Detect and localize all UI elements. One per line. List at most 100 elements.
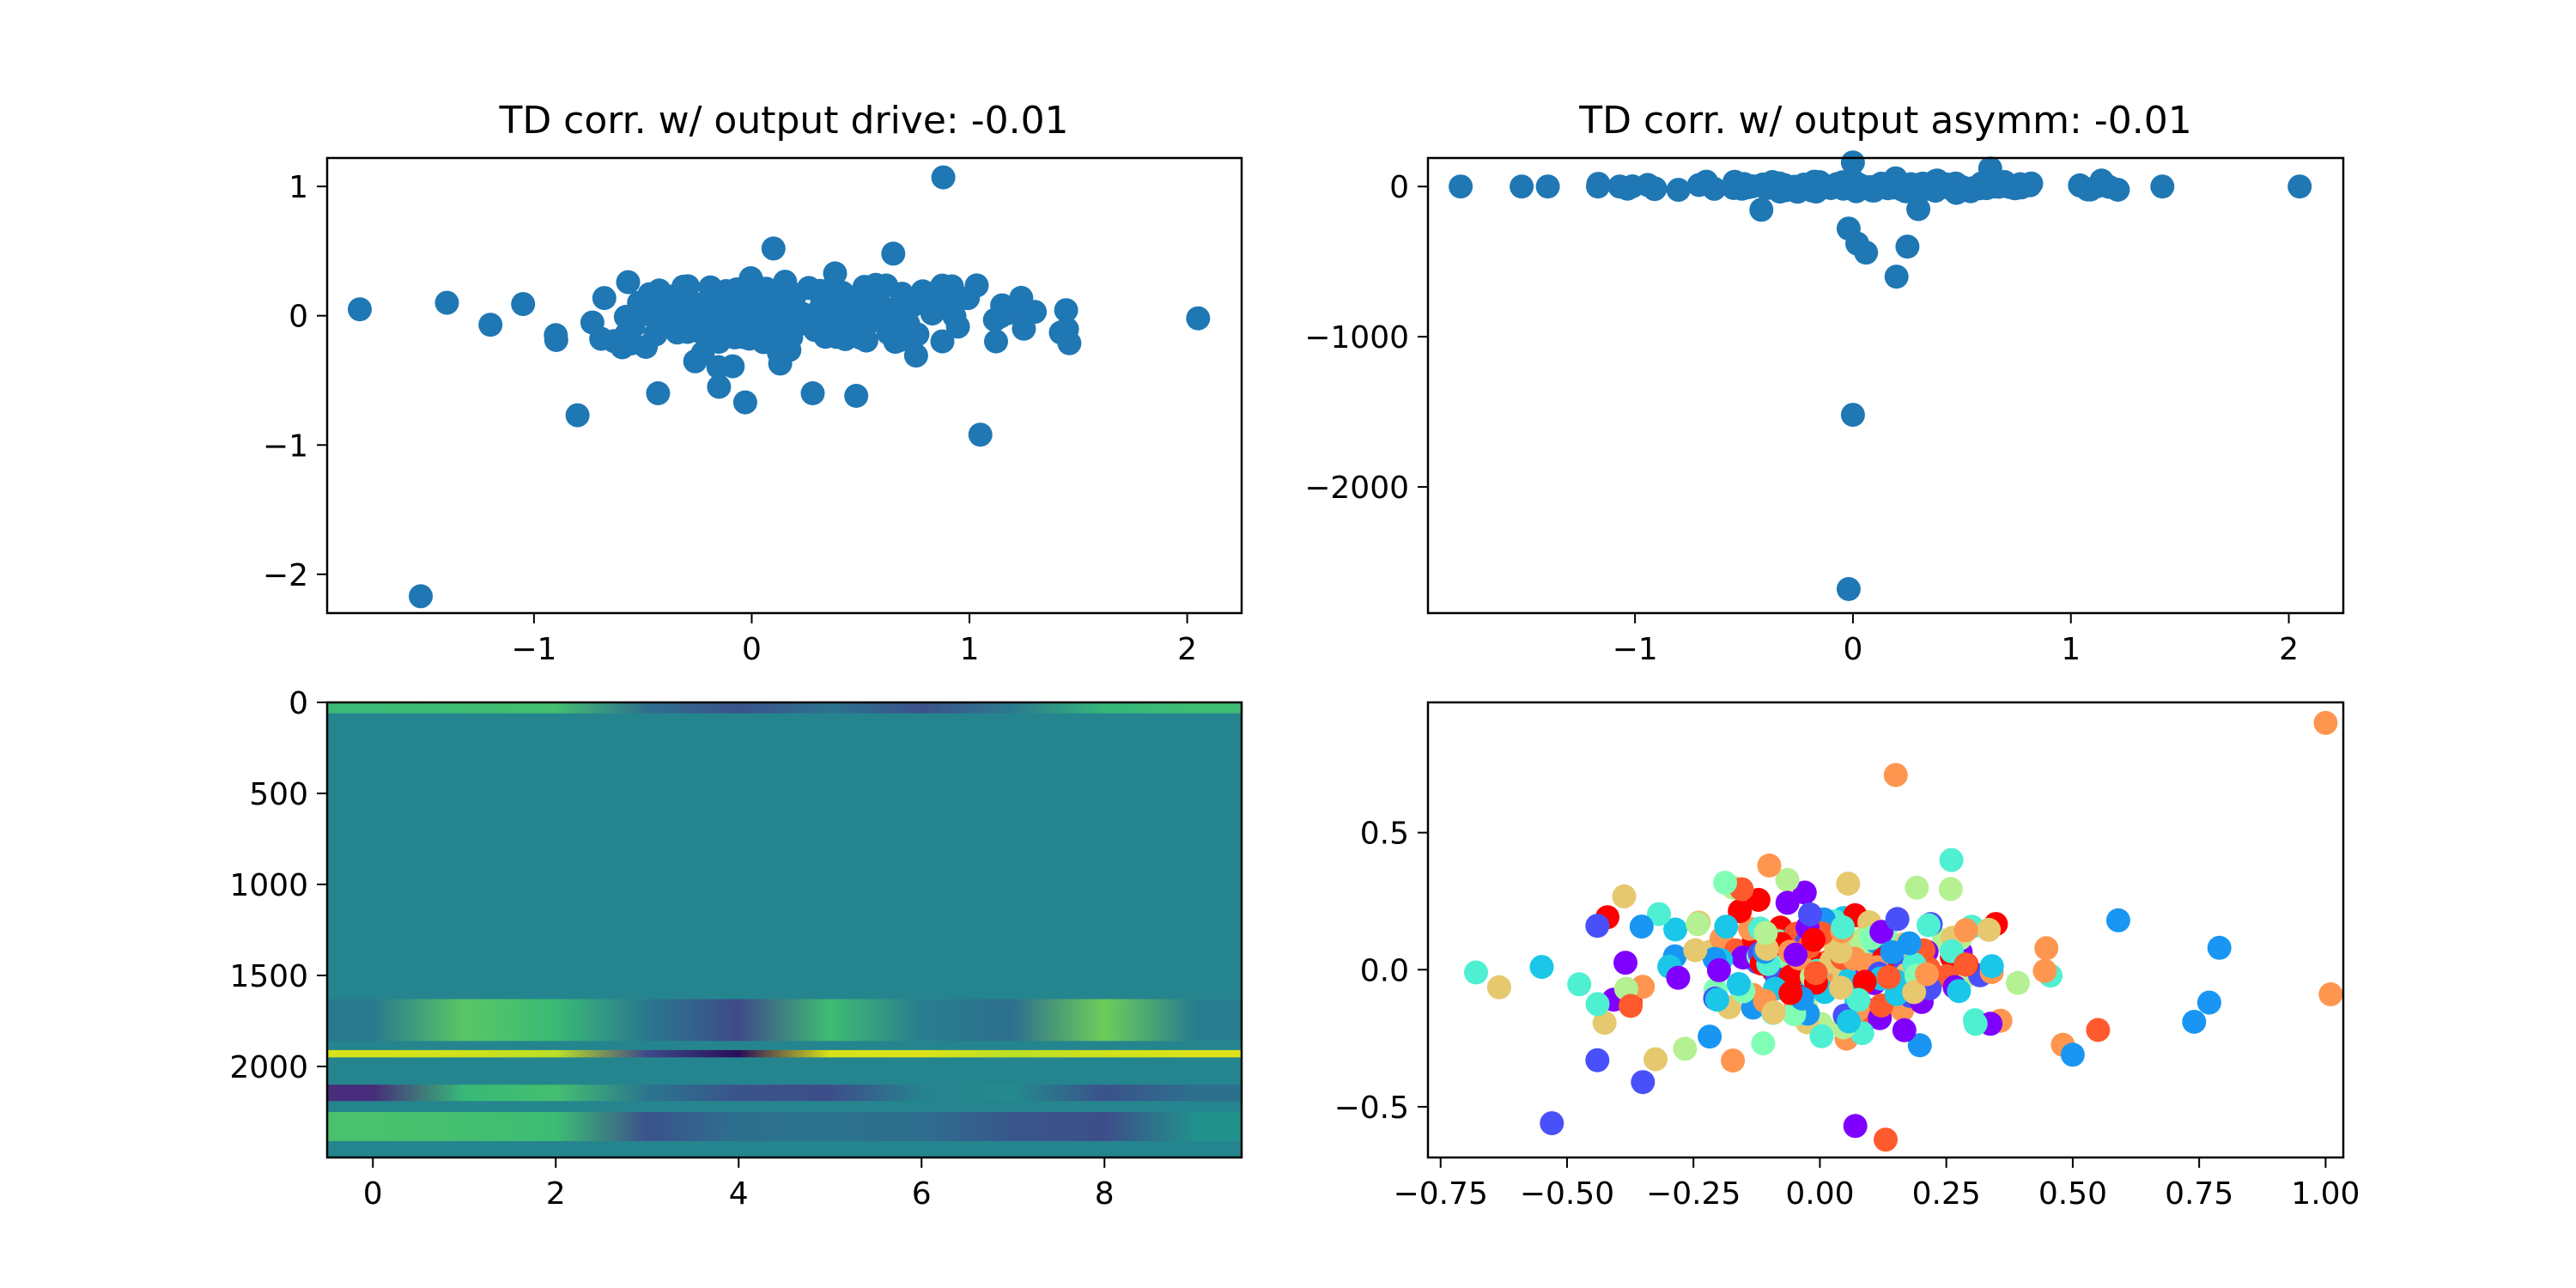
y-axis: 0 −1000 −2000 xyxy=(1304,170,1428,506)
scatter-point xyxy=(1798,902,1822,927)
scatter-point xyxy=(1831,914,1856,939)
x-axis: 0 2 4 6 8 xyxy=(363,1157,1115,1212)
y-tick-label: −2 xyxy=(263,558,308,593)
scatter-point xyxy=(1643,1047,1668,1072)
y-tick-label: −1 xyxy=(263,428,308,464)
scatter-point xyxy=(1048,320,1073,345)
scatter-point xyxy=(876,312,901,337)
x-tick-label: −0.50 xyxy=(1520,1176,1614,1212)
scatter-point xyxy=(1686,912,1710,937)
scatter-point xyxy=(881,241,906,266)
scatter-point xyxy=(632,295,657,320)
scatter-point xyxy=(707,374,732,399)
y-tick-label: 1000 xyxy=(229,868,308,903)
scatter-point xyxy=(1846,987,1871,1012)
scatter-point xyxy=(1567,972,1592,997)
scatter-point xyxy=(852,275,877,300)
scatter-point xyxy=(1856,175,1881,199)
scatter-point xyxy=(409,584,433,609)
scatter-point xyxy=(1917,913,1941,938)
scatter-point xyxy=(1775,890,1800,915)
x-tick-label: 0 xyxy=(363,1176,383,1212)
scatter-point xyxy=(1915,962,1939,987)
scatter-point xyxy=(1510,174,1534,199)
scatter-point xyxy=(1907,1033,1932,1058)
scatter-point xyxy=(2032,958,2057,983)
y-tick-label: −0.5 xyxy=(1334,1091,1409,1126)
scatter-point xyxy=(1586,174,1610,199)
x-tick-label: 2 xyxy=(1177,632,1197,667)
scatter-point xyxy=(2068,173,2093,197)
scatter-point xyxy=(592,286,617,311)
x-tick-label: −0.25 xyxy=(1646,1176,1741,1212)
scatter-point xyxy=(2318,982,2343,1006)
scatter-point xyxy=(2287,174,2312,199)
y-tick-label: −1000 xyxy=(1304,320,1409,355)
y-tick-label: 0 xyxy=(289,300,308,335)
panel-bottom-left: 0 2 4 6 8 0 500 1000 1500 2000 xyxy=(229,686,1243,1212)
heatmap-band xyxy=(327,1084,1242,1102)
plot-frame xyxy=(325,156,1243,615)
x-tick-label: 0.75 xyxy=(2165,1176,2233,1212)
x-tick-label: 0.00 xyxy=(1785,1176,1854,1212)
scatter-point xyxy=(741,278,765,303)
scatter-point xyxy=(646,381,671,405)
scatter-point xyxy=(931,165,956,190)
scatter-points xyxy=(1464,710,2343,1152)
scatter-point xyxy=(1673,1036,1698,1061)
scatter-point xyxy=(990,293,1015,318)
scatter-point xyxy=(939,274,964,299)
y-tick-label: 0 xyxy=(289,686,308,721)
scatter-point xyxy=(903,343,928,368)
x-tick-label: −1 xyxy=(1613,632,1658,667)
scatter-point xyxy=(511,292,536,317)
y-axis: 0 500 1000 1500 2000 xyxy=(229,686,327,1085)
plot-frame xyxy=(325,701,1243,1159)
scatter-point xyxy=(698,275,723,300)
scatter-point xyxy=(1840,150,1865,175)
scatter-point xyxy=(565,403,590,428)
scatter-point xyxy=(1953,952,1978,977)
y-axis: 1 0 −1 −2 xyxy=(263,170,327,593)
x-tick-label: 6 xyxy=(912,1176,932,1212)
scatter-point xyxy=(1535,174,1560,199)
scatter-point xyxy=(1585,1048,1610,1072)
scatter-point xyxy=(1721,1048,1746,1073)
scatter-point xyxy=(1905,875,1929,900)
scatter-point xyxy=(1726,972,1751,996)
x-tick-label: 4 xyxy=(729,1176,749,1212)
scatter-point xyxy=(1883,762,1908,787)
scatter-point xyxy=(1683,938,1708,963)
scatter-point xyxy=(1881,172,1906,197)
scatter-point xyxy=(676,301,701,326)
scatter-point xyxy=(1884,264,1909,289)
scatter-point xyxy=(1935,172,1959,197)
scatter-point xyxy=(478,313,503,337)
scatter-point xyxy=(1449,174,1473,199)
scatter-point xyxy=(945,314,970,339)
scatter-point xyxy=(1647,902,1671,927)
scatter-point xyxy=(1775,867,1800,892)
y-tick-label: −2000 xyxy=(1304,471,1409,506)
scatter-point xyxy=(1663,917,1688,942)
scatter-point xyxy=(1897,931,1922,956)
scatter-point xyxy=(768,351,793,376)
scatter-point xyxy=(1828,939,1853,964)
x-tick-label: 2 xyxy=(546,1176,566,1212)
scatter-point xyxy=(2018,173,2042,197)
scatter-points xyxy=(348,165,1211,609)
scatter-point xyxy=(1783,942,1808,967)
scatter-point xyxy=(706,355,731,380)
scatter-point xyxy=(1757,854,1782,878)
scatter-point xyxy=(1592,1011,1617,1036)
y-axis: 0.5 0.0 −0.5 xyxy=(1334,817,1428,1126)
x-tick-label: 0 xyxy=(742,632,762,667)
scatter-point xyxy=(1885,907,1910,932)
scatter-point xyxy=(2034,936,2059,961)
panel-top-left: TD corr. w/ output drive: -0.01 −1 0 1 2 1 0… xyxy=(263,99,1243,667)
panel-top-right: TD corr. w/ output asymm: -0.01 −1 0 1 2 0−… xyxy=(1304,99,2345,667)
scatter-point xyxy=(1979,954,2004,979)
scatter-point xyxy=(1054,298,1078,323)
scatter-point xyxy=(1938,877,1963,902)
scatter-point xyxy=(1666,965,1691,990)
